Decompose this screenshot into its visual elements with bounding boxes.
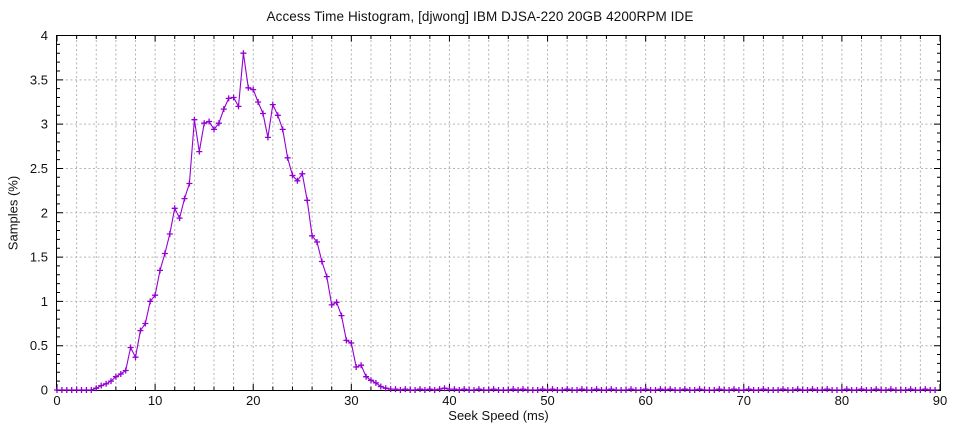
x-tick-label: 40 (442, 393, 456, 408)
y-tick-label: 0 (41, 383, 48, 398)
y-tick-label: 2.5 (30, 161, 48, 176)
data-line (57, 53, 936, 391)
y-tick-label: 3 (41, 117, 48, 132)
x-tick-label: 70 (737, 393, 751, 408)
x-tick-label: 20 (246, 393, 260, 408)
data-markers (54, 50, 939, 393)
x-tick-label: 80 (835, 393, 849, 408)
y-tick-label: 1 (41, 294, 48, 309)
x-tick-label: 30 (344, 393, 358, 408)
x-tick-label: 10 (148, 393, 162, 408)
x-tick-label: 90 (933, 393, 947, 408)
x-tick-label: 50 (540, 393, 554, 408)
x-axis-label: Seek Speed (ms) (448, 408, 549, 423)
x-tick-label: 60 (638, 393, 652, 408)
y-tick-label: 0.5 (30, 338, 48, 353)
x-tick-label: 0 (53, 393, 60, 408)
y-tick-label: 4 (41, 28, 48, 43)
y-tick-label: 3.5 (30, 72, 48, 87)
y-tick-label: 2 (41, 205, 48, 220)
y-tick-label: 1.5 (30, 250, 48, 265)
chart-title: Access Time Histogram, [djwong] IBM DJSA… (266, 9, 694, 24)
